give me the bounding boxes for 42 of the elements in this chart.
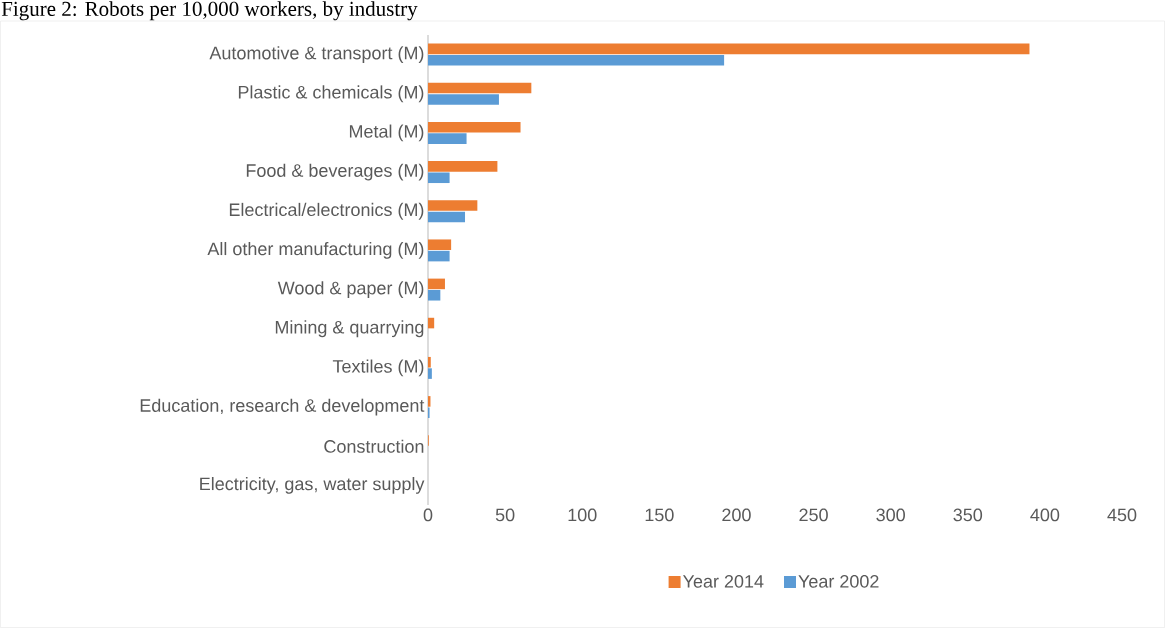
bar xyxy=(428,133,467,144)
bar xyxy=(428,250,450,262)
x-tick-label: 250 xyxy=(799,508,828,522)
x-tick-label: 50 xyxy=(495,508,515,522)
x-tick-label: 350 xyxy=(953,508,983,522)
y-tick-label: Electrical/electronics (M) xyxy=(229,202,424,220)
x-tick-label: 100 xyxy=(568,508,597,522)
bar xyxy=(428,54,725,66)
y-tick-label: All other manufacturing (M) xyxy=(207,242,424,259)
y-tick-label: Metal (M) xyxy=(349,124,424,142)
y-tick-label: Construction xyxy=(324,439,424,453)
x-tick-label: 200 xyxy=(722,508,751,522)
x-tick-label: 300 xyxy=(876,508,905,522)
bar xyxy=(428,211,466,223)
bar xyxy=(428,94,499,105)
bar xyxy=(428,161,498,172)
bar xyxy=(428,289,441,301)
y-tick-label: Automotive & transport (M) xyxy=(209,46,424,63)
y-tick-label: Mining & quarrying xyxy=(275,320,424,338)
bar xyxy=(428,43,1030,55)
y-tick-label: Education, research & development xyxy=(140,398,425,416)
legend-label: Year 2014 xyxy=(682,574,764,588)
legend-label: Year 2002 xyxy=(798,574,879,588)
y-tick-label: Electricity, gas, water supply xyxy=(200,477,425,494)
bar xyxy=(428,317,435,329)
bar xyxy=(428,356,431,368)
x-tick-label: 0 xyxy=(423,508,433,522)
bar xyxy=(428,82,532,94)
x-tick-label: 150 xyxy=(645,508,674,522)
bar xyxy=(428,121,521,133)
bar xyxy=(428,278,445,290)
bar xyxy=(428,172,450,184)
y-tick-label: Textiles (M) xyxy=(332,359,424,377)
y-tick-label: Wood & paper (M) xyxy=(277,281,424,298)
bar xyxy=(428,368,432,379)
text: Figure 2: Robots per 10,000 workers, by industry xyxy=(1,1,418,21)
x-tick-label: 400 xyxy=(1030,508,1060,522)
x-tick-label: 450 xyxy=(1107,508,1137,522)
y-tick-label: Food & beverages (M) xyxy=(246,163,424,181)
y-tick-label: Plastic & chemicals (M) xyxy=(238,85,424,103)
bar xyxy=(428,200,478,211)
bar xyxy=(428,239,452,251)
